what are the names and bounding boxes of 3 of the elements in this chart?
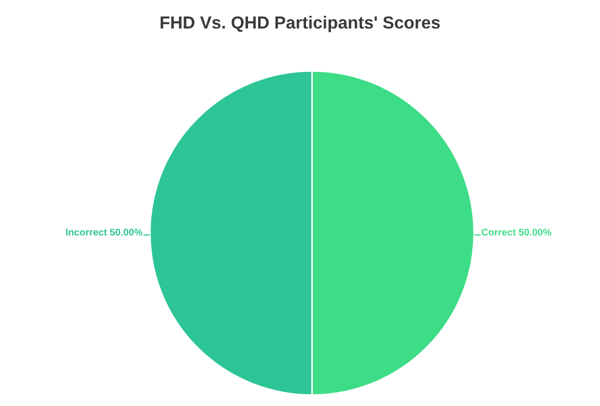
slice-label: Incorrect 50.00% xyxy=(66,228,142,236)
slice-label: Correct 50.00% xyxy=(482,228,552,236)
chart-title: FHD Vs. QHD Participants' Scores xyxy=(160,16,440,32)
